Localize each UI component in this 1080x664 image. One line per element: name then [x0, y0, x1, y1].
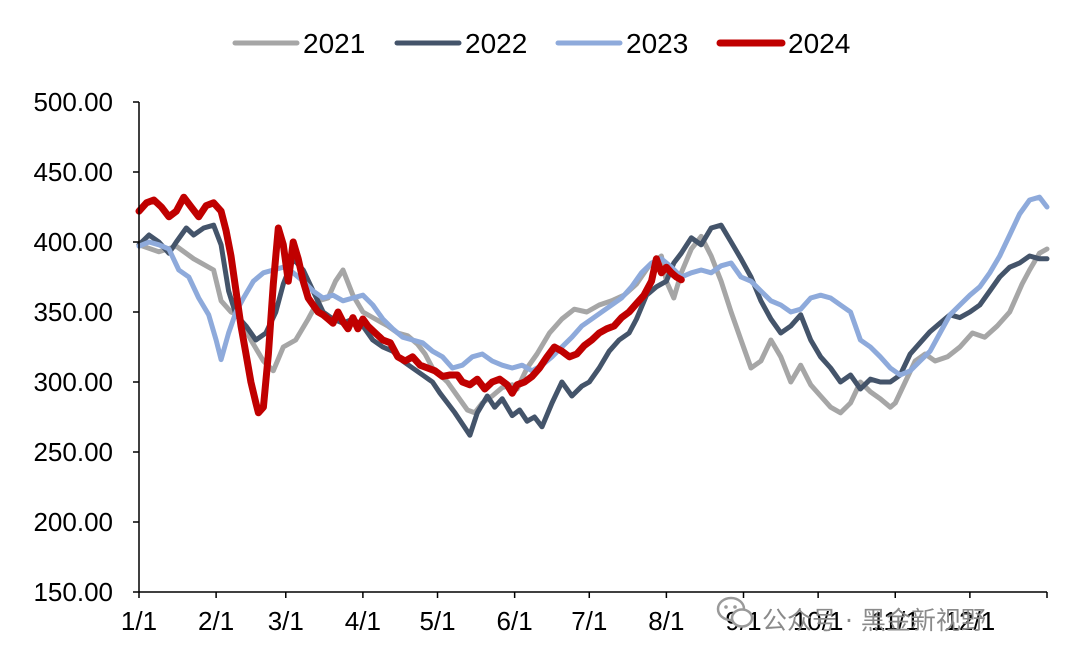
- x-tick-label: 3/1: [268, 606, 304, 636]
- legend-label: 2022: [465, 28, 527, 59]
- legend: 2021 2022 2023 2024: [232, 28, 850, 59]
- legend-label: 2023: [626, 28, 688, 59]
- watermark-text: 公众号 · 黑金新视野: [762, 606, 986, 635]
- series-layer: [135, 193, 1050, 438]
- x-tick-label: 12/1: [945, 606, 996, 636]
- y-tick-label: 500.00: [33, 87, 113, 117]
- series-line-2024: [135, 193, 685, 417]
- watermark: 公众号 · 黑金新视野: [716, 596, 986, 635]
- x-tick-label: 8/1: [648, 606, 684, 636]
- x-tick-label: 2/1: [198, 606, 234, 636]
- wechat-icon: [716, 596, 754, 628]
- legend-label: 2024: [788, 28, 850, 59]
- y-tick-label: 400.00: [33, 227, 113, 257]
- x-tick-label: 7/1: [571, 606, 607, 636]
- x-tick-label: 10/1: [793, 606, 844, 636]
- y-tick-label: 250.00: [33, 437, 113, 467]
- x-tick-label: 5/1: [419, 606, 455, 636]
- y-tick-label: 350.00: [33, 297, 113, 327]
- y-tick-label: 150.00: [33, 577, 113, 607]
- x-tick-label: 1/1: [121, 606, 157, 636]
- y-tick-label: 200.00: [33, 507, 113, 537]
- series-line-2023: [136, 194, 1050, 378]
- y-tick-label: 450.00: [33, 157, 113, 187]
- x-tick-label: 11/1: [871, 606, 920, 636]
- axes: 500.00 450.00 400.00 350.00 300.00 250.00 200.…: [33, 87, 1048, 636]
- x-tick-label: 6/1: [497, 606, 533, 636]
- x-tick-label: 4/1: [345, 606, 381, 636]
- y-tick-label: 300.00: [33, 367, 113, 397]
- legend-label: 2021: [303, 28, 365, 59]
